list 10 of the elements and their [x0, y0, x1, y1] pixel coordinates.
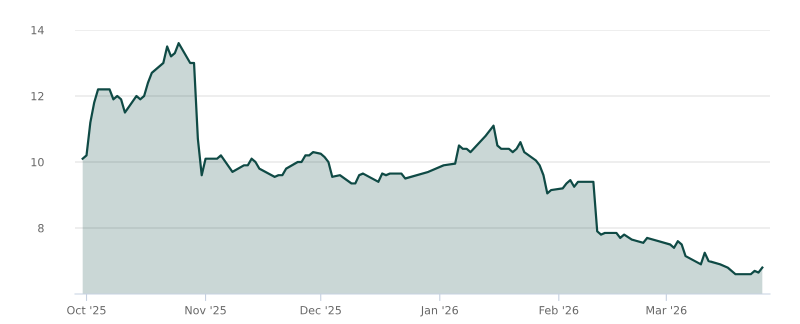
- x-tick-label: Oct '25: [67, 306, 106, 314]
- x-tick-label: Mar '26: [646, 306, 686, 314]
- x-tick-label: Feb '26: [540, 306, 578, 314]
- x-tick-label: Jan '26: [420, 306, 458, 316]
- y-tick-label: 8: [38, 224, 44, 232]
- y-tick-label: 10: [32, 158, 44, 166]
- x-tick-label: Dec '25: [300, 306, 341, 314]
- x-tick-label: Nov '25: [185, 306, 226, 314]
- y-tick-label: 14: [32, 26, 44, 34]
- y-tick-label: 12: [32, 92, 44, 100]
